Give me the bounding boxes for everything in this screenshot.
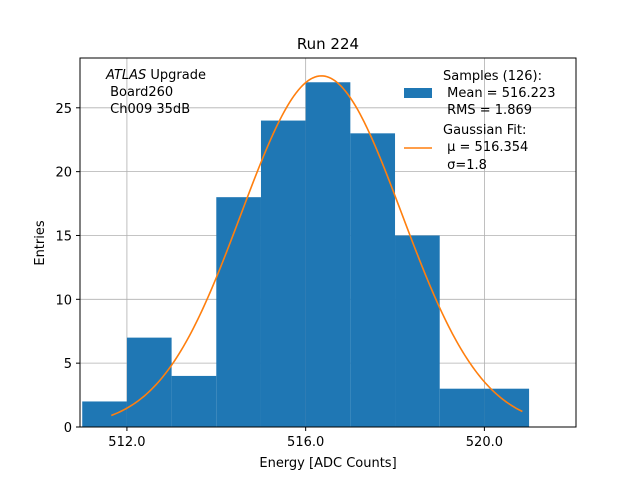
plot-frame [79,57,577,428]
y-tick-label: 15 [55,229,72,244]
legend-fit-line-3: σ=1.8 [443,158,487,173]
histogram-bar [171,375,217,427]
histogram-bar [216,197,261,427]
legend-samples-swatch [404,88,432,98]
y-tick-label: 5 [64,357,72,372]
annotation-upgrade: Upgrade [146,68,206,83]
histogram-bar [260,120,306,427]
legend-fit-line-2: μ = 516.354 [443,140,528,155]
annotation-line-1: ATLAS Upgrade [105,68,206,83]
y-tick-label: 25 [55,102,72,117]
histogram-bar [484,388,530,427]
gaussian-fit-curve [110,75,523,417]
x-axis-label: Energy [ADC Counts] [259,456,396,471]
axis-ticks: 512.0 516.0 520.0 0 5 10 15 20 25 [55,102,503,450]
x-tick-label: 512.0 [108,435,145,450]
legend-samples-line-2: Mean = 516.223 [443,86,555,101]
y-tick-label: 20 [55,166,72,181]
annotation-line-2: Board260 [106,85,173,100]
annotation-atlas: ATLAS [105,68,146,83]
legend: Samples (126): Mean = 516.223 RMS = 1.86… [404,69,555,173]
y-axis-label: Entries [33,220,48,266]
histogram-bars [82,82,530,427]
histogram-bar [350,133,396,427]
histogram-bar [82,401,127,427]
x-tick-label: 520.0 [466,435,503,450]
legend-samples-line-1: Samples (126): [443,69,542,84]
histogram-bar [126,337,172,427]
annotation-text: ATLAS Upgrade Board260 Ch009 35dB [105,68,206,117]
y-tick-label: 0 [64,421,72,436]
legend-fit-line-1: Gaussian Fit: [443,123,526,138]
histogram-bar [395,235,440,427]
x-tick-label: 516.0 [287,435,324,450]
histogram-bar [305,82,351,427]
annotation-line-3: Ch009 35dB [106,102,190,117]
chart-title: Run 224 [297,35,359,53]
legend-samples-line-3: RMS = 1.869 [443,103,532,118]
histogram-bar [439,388,485,427]
y-tick-label: 10 [55,293,72,308]
